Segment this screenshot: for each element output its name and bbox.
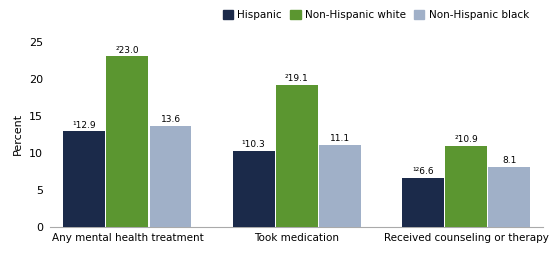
Bar [319, 145, 361, 227]
Bar [106, 57, 148, 227]
Text: ¹10.3: ¹10.3 [242, 140, 265, 149]
Bar [276, 85, 318, 227]
Bar [488, 167, 530, 227]
Y-axis label: Percent: Percent [13, 113, 23, 155]
Text: 13.6: 13.6 [161, 115, 180, 124]
Legend: Hispanic, Non-Hispanic white, Non-Hispanic black: Hispanic, Non-Hispanic white, Non-Hispan… [218, 6, 533, 24]
Text: ¹²6.6: ¹²6.6 [412, 167, 434, 176]
Bar [445, 146, 487, 227]
Bar [150, 126, 192, 227]
Bar [233, 151, 274, 227]
Text: ²19.1: ²19.1 [285, 75, 309, 83]
Text: ²23.0: ²23.0 [115, 45, 139, 55]
Text: ²10.9: ²10.9 [454, 135, 478, 144]
Text: 11.1: 11.1 [330, 134, 350, 143]
Bar [63, 131, 105, 227]
Text: ¹12.9: ¹12.9 [72, 120, 96, 130]
Bar [402, 178, 444, 227]
Text: 8.1: 8.1 [502, 156, 516, 165]
